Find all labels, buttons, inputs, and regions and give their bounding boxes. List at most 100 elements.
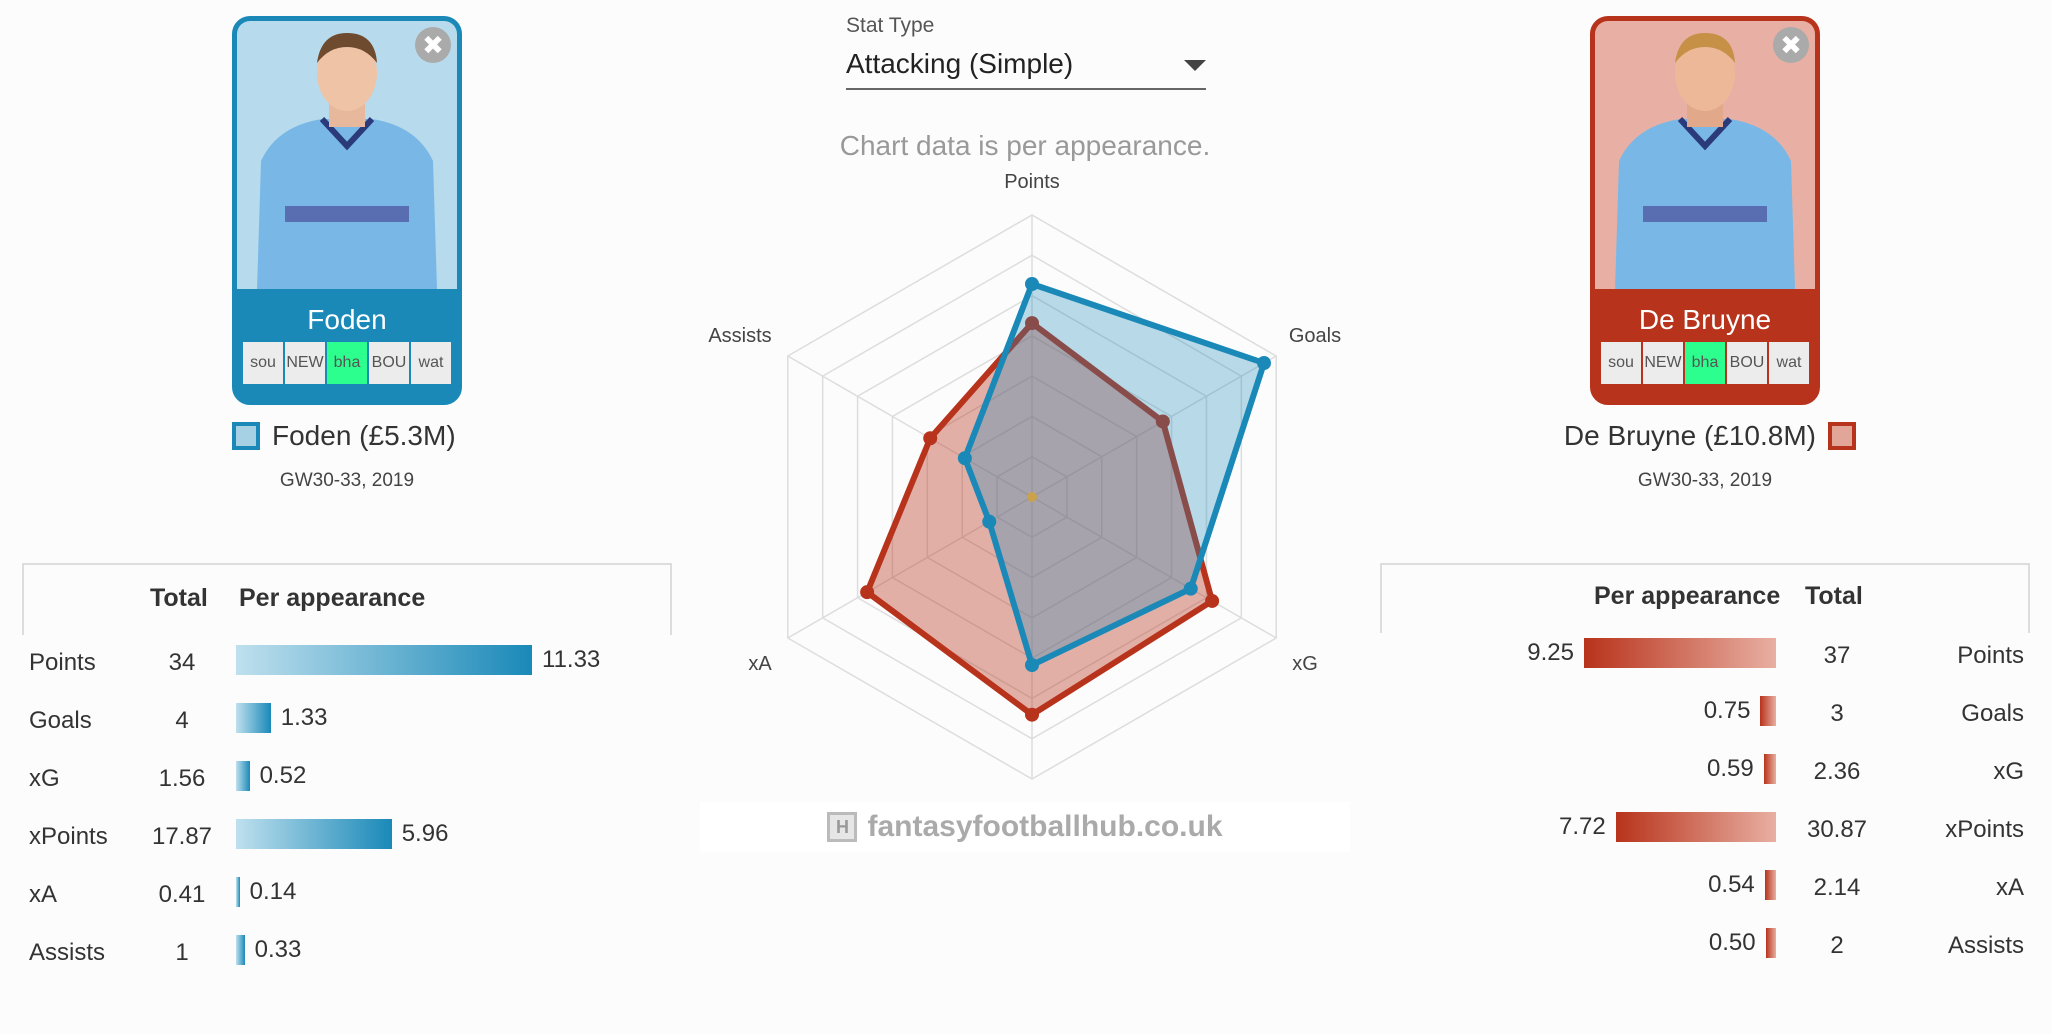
right-player-photo <box>1595 21 1815 289</box>
stat-name: Assists <box>1947 932 2024 959</box>
stat-total: 2.36 <box>1813 758 1861 785</box>
left-player-gameweeks: GW30-33, 2019 <box>279 470 415 491</box>
stat-per-value: 7.72 <box>1559 813 1606 840</box>
stat-bar <box>1764 870 1776 900</box>
stat-per-value: 11.33 <box>542 646 601 673</box>
fixture-badge: NEW <box>285 342 325 384</box>
right-header-per-appearance: Per appearance <box>1594 582 1781 610</box>
left-player-fixtures: sou NEW bha BOU wat <box>243 342 451 384</box>
stat-total: 2.14 <box>1813 874 1861 901</box>
radar-axis-label: Assists <box>708 325 771 347</box>
radar-axis-label: xG <box>1292 653 1318 675</box>
right-player-gameweeks: GW30-33, 2019 <box>1637 470 1773 491</box>
fixture-badge: NEW <box>1643 342 1683 384</box>
site-logo-icon: H <box>827 812 858 842</box>
radar-point <box>1025 276 1039 291</box>
left-player-photo <box>237 21 457 289</box>
radar-axis-label: xA <box>748 653 772 675</box>
stat-bar <box>236 935 245 965</box>
stat-total: 1 <box>175 939 189 966</box>
right-player-close-icon[interactable]: ✖ <box>1773 27 1809 63</box>
radar-center-point <box>1027 492 1037 502</box>
radar-point <box>1155 414 1170 429</box>
stat-type-select[interactable]: Attacking (Simple) <box>846 44 1206 90</box>
fixture-badge: sou <box>1601 342 1641 384</box>
left-player-card[interactable]: ✖ Foden sou NEW bha BOU wat <box>232 16 462 405</box>
radar-spoke <box>787 355 1033 498</box>
radar-point <box>1205 593 1220 608</box>
stat-total: 37 <box>1823 642 1851 669</box>
stat-per-value: 0.54 <box>1708 871 1755 898</box>
chart-note: Chart data is per appearance. <box>839 130 1211 161</box>
stat-name: xA <box>1995 874 2024 901</box>
stat-per-value: 1.33 <box>280 704 328 731</box>
stat-per-value: 0.33 <box>254 936 302 963</box>
stat-bar <box>236 645 532 675</box>
radar-point <box>1025 707 1039 722</box>
watermark: H fantasyfootballhub.co.uk <box>700 802 1350 852</box>
radar-spoke <box>1031 355 1277 498</box>
stat-bar <box>236 703 271 733</box>
watermark-text: fantasyfootballhub.co.uk <box>867 810 1223 843</box>
stat-bar <box>1763 754 1776 784</box>
right-player-legend: De Bruyne (£10.8M) <box>1564 420 1856 452</box>
stat-name: Assists <box>29 939 106 966</box>
stat-name: xPoints <box>1945 816 2024 843</box>
right-player-name: De Bruyne <box>1638 304 1772 335</box>
stat-per-value: 0.75 <box>1703 697 1751 724</box>
fixture-badge: wat <box>1769 342 1809 384</box>
right-player-label: De Bruyne (£10.8M) <box>1563 420 1816 451</box>
radar-point <box>860 585 875 600</box>
stat-bar <box>236 761 250 791</box>
stat-per-value: 0.50 <box>1708 929 1756 956</box>
left-header-total: Total <box>150 584 208 612</box>
radar-point <box>957 451 972 466</box>
stat-total: 34 <box>168 649 196 676</box>
stat-total: 17.87 <box>151 823 213 850</box>
left-player-name: Foden <box>307 304 387 335</box>
right-player-card[interactable]: ✖ De Bruyne sou NEW bha BOU wat <box>1590 16 1820 405</box>
stat-total: 30.87 <box>1806 816 1868 843</box>
stat-bar <box>1615 812 1776 842</box>
stat-name: Points <box>29 649 96 676</box>
stat-total: 0.41 <box>158 881 206 908</box>
stat-name: Goals <box>29 707 92 734</box>
right-stats-panel <box>1380 563 2030 633</box>
stat-total: 4 <box>175 707 189 734</box>
radar-axis-label: Points <box>1004 171 1060 193</box>
left-header-per-appearance: Per appearance <box>239 584 426 612</box>
stat-name: xG <box>29 765 60 792</box>
stat-bar <box>1760 696 1776 726</box>
left-player-close-icon[interactable]: ✖ <box>415 27 451 63</box>
radar-point <box>923 431 938 446</box>
stat-name: Goals <box>1961 700 2024 727</box>
fixture-badge: BOU <box>1727 342 1767 384</box>
radar-chart: PointsGoalsxGxPointsxAAssists <box>708 171 1341 827</box>
fixture-badge: sou <box>243 342 283 384</box>
right-legend-swatch <box>1828 422 1856 450</box>
stat-name: xA <box>29 881 58 908</box>
stat-total: 2 <box>1830 932 1844 959</box>
stat-per-value: 0.14 <box>249 878 297 905</box>
stat-type-value: Attacking (Simple) <box>846 48 1074 79</box>
right-header-total: Total <box>1805 582 1863 610</box>
left-legend-swatch <box>232 422 260 450</box>
radar-axis-label: Goals <box>1289 325 1341 347</box>
stat-total: 1.56 <box>158 765 206 792</box>
radar-series <box>860 276 1272 722</box>
radar-spoke <box>1031 496 1277 639</box>
radar-point <box>1183 581 1198 596</box>
stat-bar <box>1765 928 1776 958</box>
fixture-badge: wat <box>411 342 451 384</box>
radar-point <box>1025 316 1039 331</box>
chevron-down-icon[interactable] <box>1184 60 1206 71</box>
radar-point <box>1025 658 1039 673</box>
stat-name: Points <box>1957 642 2024 669</box>
stat-name: xG <box>1993 758 2024 785</box>
fixture-badge: bha <box>1685 342 1725 384</box>
stat-bar <box>1584 638 1776 668</box>
stat-bar <box>236 819 392 849</box>
stat-per-value: 5.96 <box>401 820 449 847</box>
stat-type-label: Stat Type <box>846 14 935 37</box>
stat-per-value: 0.59 <box>1707 755 1754 782</box>
